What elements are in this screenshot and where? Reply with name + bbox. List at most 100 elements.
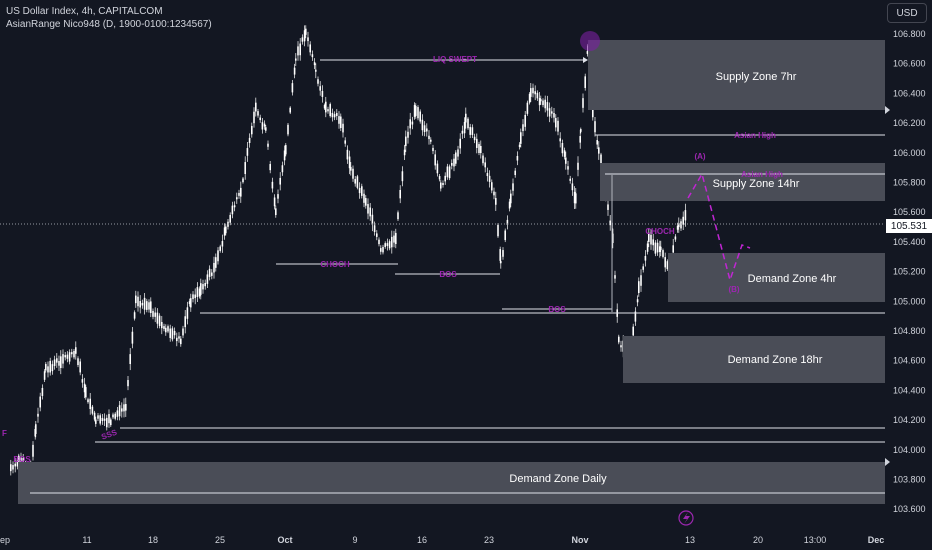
candle-body xyxy=(538,98,541,106)
indicator-label[interactable]: AsianRange Nico948 (D, 1900-0100:1234567… xyxy=(6,19,212,30)
candle-body xyxy=(540,99,542,102)
candle-body xyxy=(594,121,596,133)
candle-body xyxy=(49,360,51,373)
candle-body xyxy=(184,316,186,328)
candle-body xyxy=(198,288,201,297)
candle-body xyxy=(93,412,96,420)
candle-body xyxy=(236,197,238,200)
candle-body xyxy=(277,194,279,199)
candle-body xyxy=(530,88,532,97)
time-tick-label: 13 xyxy=(685,535,695,545)
candle-body xyxy=(382,246,384,253)
candle-body xyxy=(510,193,512,204)
time-tick-label: Nov xyxy=(571,535,588,545)
time-tick-label: 18 xyxy=(148,535,158,545)
candle-body xyxy=(666,261,669,270)
candle-body xyxy=(169,328,171,338)
candle-body xyxy=(307,37,309,42)
candle-body xyxy=(471,127,474,135)
candle-body xyxy=(664,257,666,268)
candle-body xyxy=(634,311,637,322)
candle-body xyxy=(317,79,319,84)
candle-body xyxy=(217,250,219,262)
candle-body xyxy=(206,274,209,284)
candle-body xyxy=(281,165,284,173)
candle-body xyxy=(114,413,116,419)
candle-body xyxy=(171,328,174,340)
candle-body xyxy=(440,182,442,189)
candle-body xyxy=(542,100,544,106)
candle-body xyxy=(251,125,253,135)
f-label: F xyxy=(2,429,7,438)
currency-button[interactable]: USD xyxy=(887,3,927,23)
candle-body xyxy=(656,242,659,253)
asian-high-label-2: Asian High xyxy=(741,170,783,179)
candle-body xyxy=(448,166,451,179)
candle-body xyxy=(35,424,37,434)
liq-swept-marker xyxy=(580,31,600,51)
candle-body xyxy=(340,116,342,129)
candle-body xyxy=(293,67,296,75)
candle-body xyxy=(58,360,60,366)
candle-body xyxy=(567,166,569,170)
candle-body xyxy=(225,226,227,234)
candle-body xyxy=(77,358,79,366)
candle-body xyxy=(388,241,391,249)
candle-body xyxy=(299,43,301,56)
candle-body xyxy=(600,154,602,166)
candle-body xyxy=(32,444,34,457)
candle-body xyxy=(99,415,101,424)
candle-body xyxy=(64,355,66,358)
candle-body xyxy=(504,230,506,241)
candle-body xyxy=(386,243,389,247)
candle-body xyxy=(491,182,493,191)
candle-body xyxy=(202,284,204,290)
price-tick-label: 106.200 xyxy=(893,118,926,128)
candle-body xyxy=(196,287,199,298)
price-tick-label: 106.800 xyxy=(893,29,926,39)
price-tick-label: 106.400 xyxy=(893,88,926,98)
candle-body xyxy=(607,204,609,210)
choch-label-2: CHOCH xyxy=(645,227,675,236)
candle-body xyxy=(684,210,687,221)
candle-body xyxy=(486,173,489,177)
candle-body xyxy=(190,298,192,308)
candle-body xyxy=(79,361,81,373)
candle-body xyxy=(37,413,39,417)
asian-high-label-1: Asian High xyxy=(734,131,776,140)
candle-body xyxy=(544,99,546,109)
price-axis[interactable]: 106.800 106.600 106.400 106.200 106.000 105.8… xyxy=(893,29,926,514)
candle-body xyxy=(173,330,176,336)
candle-body xyxy=(493,191,495,196)
candle-body xyxy=(66,354,69,359)
candle-body xyxy=(146,301,148,310)
candle-body xyxy=(403,149,406,156)
candle-body xyxy=(118,405,121,417)
candle-body xyxy=(417,107,419,119)
candle-body xyxy=(87,399,89,403)
candle-body xyxy=(419,111,421,122)
candle-body xyxy=(401,171,404,182)
candle-body xyxy=(121,408,123,412)
candle-body xyxy=(555,118,557,128)
candle-body xyxy=(73,350,75,358)
candle-body xyxy=(563,150,566,157)
bos-label-3: BOS xyxy=(13,455,31,464)
price-tick-label: 104.800 xyxy=(893,326,926,336)
candle-body xyxy=(620,345,622,348)
time-axis[interactable]: ep 11 18 25 Oct 9 16 23 Nov 13 20 13:00 Dec xyxy=(0,535,884,545)
candle-body xyxy=(244,162,246,175)
candle-body xyxy=(127,380,129,387)
candle-body xyxy=(303,30,306,42)
candle-body xyxy=(361,186,363,196)
time-tick-label: 9 xyxy=(352,535,357,545)
candle-body xyxy=(644,255,647,261)
candle-body xyxy=(141,302,144,306)
candle-body xyxy=(83,383,86,393)
candle-body xyxy=(514,170,516,176)
lightning-icon[interactable] xyxy=(678,510,694,526)
price-tick-label: 105.600 xyxy=(893,207,926,217)
candle-body xyxy=(399,189,401,199)
candle-body xyxy=(584,76,586,88)
